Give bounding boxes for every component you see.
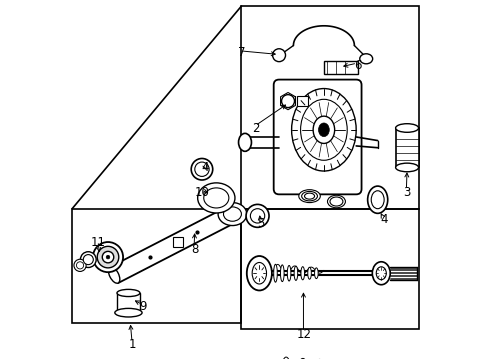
Ellipse shape	[287, 265, 291, 281]
Text: 12: 12	[296, 328, 312, 341]
Text: 9: 9	[139, 300, 147, 313]
Ellipse shape	[395, 163, 418, 172]
Text: 7: 7	[238, 46, 245, 59]
Text: 4: 4	[202, 161, 209, 174]
Ellipse shape	[294, 266, 298, 280]
Text: 2: 2	[252, 122, 260, 135]
Bar	[297, 96, 308, 107]
Ellipse shape	[247, 256, 272, 291]
Ellipse shape	[318, 123, 329, 136]
Ellipse shape	[93, 242, 123, 272]
Ellipse shape	[304, 193, 315, 199]
Ellipse shape	[115, 309, 142, 317]
Ellipse shape	[223, 207, 242, 221]
Ellipse shape	[239, 134, 251, 151]
Ellipse shape	[102, 251, 114, 263]
Ellipse shape	[315, 268, 318, 279]
Ellipse shape	[246, 204, 269, 227]
Bar	[395, 128, 418, 167]
Ellipse shape	[308, 267, 311, 279]
Ellipse shape	[395, 124, 418, 132]
Ellipse shape	[300, 99, 347, 160]
Ellipse shape	[327, 195, 345, 208]
Ellipse shape	[372, 262, 390, 285]
Ellipse shape	[282, 95, 294, 108]
Bar	[117, 293, 140, 313]
Ellipse shape	[195, 162, 209, 176]
Text: 6: 6	[354, 59, 362, 72]
Ellipse shape	[197, 183, 235, 213]
Ellipse shape	[360, 54, 373, 64]
Text: 1: 1	[128, 338, 136, 351]
Ellipse shape	[250, 209, 265, 223]
Text: 3: 3	[403, 186, 410, 199]
Text: 5: 5	[257, 216, 265, 230]
Ellipse shape	[368, 186, 388, 213]
Ellipse shape	[272, 49, 286, 62]
Bar	[173, 237, 183, 247]
Bar	[324, 60, 358, 74]
Ellipse shape	[106, 255, 110, 259]
Ellipse shape	[301, 267, 304, 280]
Text: 10: 10	[195, 186, 209, 199]
Text: 11: 11	[91, 236, 105, 249]
Bar	[242, 6, 419, 209]
Ellipse shape	[74, 259, 86, 271]
Ellipse shape	[313, 116, 335, 143]
Ellipse shape	[97, 246, 119, 268]
Ellipse shape	[274, 264, 277, 282]
Ellipse shape	[218, 203, 247, 226]
Ellipse shape	[330, 197, 343, 206]
Text: 8: 8	[191, 243, 198, 256]
Ellipse shape	[80, 252, 96, 267]
Ellipse shape	[292, 89, 356, 171]
Ellipse shape	[252, 262, 267, 284]
Ellipse shape	[299, 190, 320, 203]
Ellipse shape	[191, 158, 213, 180]
Text: 4: 4	[380, 213, 388, 226]
Ellipse shape	[117, 289, 140, 297]
Ellipse shape	[204, 188, 229, 208]
Ellipse shape	[371, 191, 384, 209]
Ellipse shape	[108, 267, 120, 283]
Bar	[242, 209, 419, 329]
Ellipse shape	[280, 265, 284, 282]
Ellipse shape	[376, 267, 386, 280]
Ellipse shape	[302, 192, 318, 201]
Ellipse shape	[76, 262, 84, 269]
FancyBboxPatch shape	[274, 80, 362, 194]
Bar	[72, 209, 242, 323]
Ellipse shape	[83, 255, 93, 265]
